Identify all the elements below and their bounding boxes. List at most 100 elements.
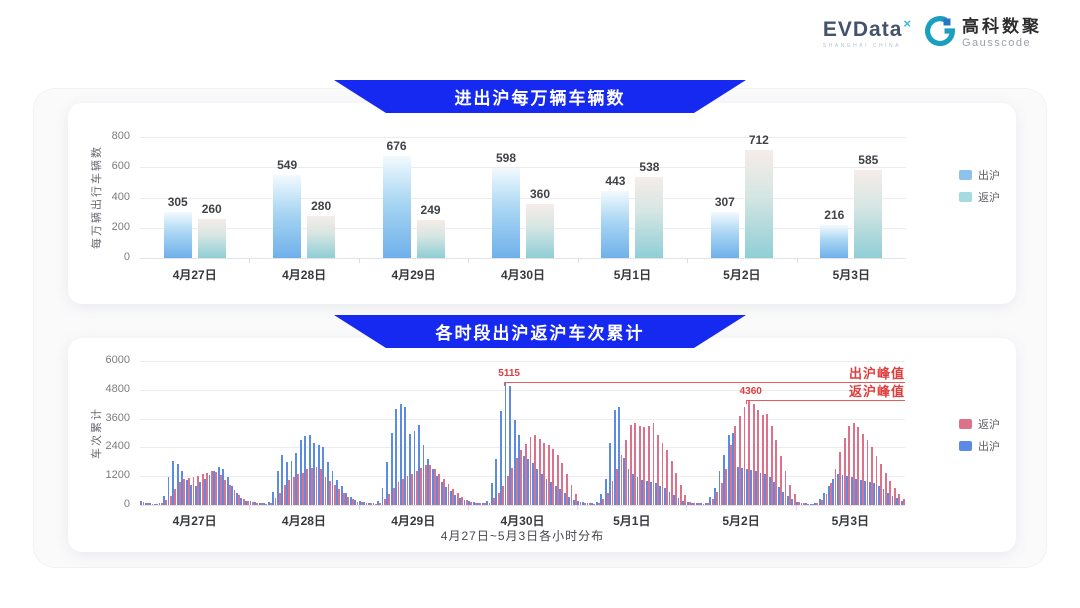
fanhu-hour-bar[interactable] [820, 500, 823, 505]
chuhu-hour-bar[interactable] [887, 493, 889, 505]
fanhu-hour-bar[interactable] [333, 485, 336, 505]
fanhu-bar[interactable] [197, 218, 226, 258]
fanhu-hour-bar[interactable] [210, 470, 213, 505]
chuhu-hour-bar[interactable] [663, 488, 666, 505]
chuhu-hour-bar[interactable] [536, 469, 539, 505]
fanhu-hour-bar[interactable] [884, 472, 887, 505]
chuhu-hour-bar[interactable] [240, 497, 243, 505]
chuhu-hour-bar[interactable] [322, 447, 325, 505]
fanhu-hour-bar[interactable] [174, 489, 177, 505]
chuhu-hour-bar[interactable] [595, 502, 598, 505]
chart1-legend-item-fanhu[interactable]: 返沪 [959, 189, 1000, 205]
chuhu-hour-bar[interactable] [313, 442, 316, 505]
chuhu-hour-bar[interactable] [140, 501, 143, 505]
chuhu-hour-bar[interactable] [345, 492, 348, 505]
fanhu-hour-bar[interactable] [297, 474, 300, 505]
chuhu-hour-bar[interactable] [855, 478, 858, 505]
fanhu-hour-bar[interactable] [443, 479, 445, 505]
chuhu-hour-bar[interactable] [477, 502, 480, 505]
chuhu-hour-bar[interactable] [541, 473, 543, 505]
fanhu-hour-bar[interactable] [789, 484, 791, 505]
chuhu-hour-bar[interactable] [659, 485, 662, 505]
fanhu-hour-bar[interactable] [365, 502, 368, 505]
chuhu-hour-bar[interactable] [632, 473, 634, 505]
chuhu-hour-bar[interactable] [367, 502, 370, 505]
chuhu-hour-bar[interactable] [263, 503, 266, 505]
chuhu-hour-bar[interactable] [809, 503, 812, 505]
chuhu-hour-bar[interactable] [299, 440, 302, 505]
chuhu-hour-bar[interactable] [827, 485, 830, 505]
fanhu-hour-bar[interactable] [192, 476, 195, 505]
fanhu-hour-bar[interactable] [301, 472, 304, 505]
chuhu-hour-bar[interactable] [336, 479, 338, 505]
chuhu-hour-bar[interactable] [272, 491, 275, 505]
chuhu-hour-bar[interactable] [459, 497, 461, 505]
chuhu-hour-bar[interactable] [877, 485, 880, 505]
fanhu-hour-bar[interactable] [497, 493, 500, 505]
fanhu-hour-bar[interactable] [811, 503, 814, 505]
fanhu-hour-bar[interactable] [288, 479, 291, 505]
fanhu-hour-bar[interactable] [502, 485, 505, 505]
fanhu-hour-bar[interactable] [857, 427, 860, 505]
fanhu-bar[interactable] [854, 169, 883, 258]
fanhu-hour-bar[interactable] [201, 474, 204, 505]
fanhu-hour-bar[interactable] [634, 423, 637, 505]
fanhu-hour-bar[interactable] [488, 502, 491, 505]
chuhu-hour-bar[interactable] [295, 453, 297, 505]
chuhu-hour-bar[interactable] [308, 435, 311, 505]
fanhu-hour-bar[interactable] [438, 474, 441, 505]
chuhu-hour-bar[interactable] [600, 494, 603, 505]
fanhu-hour-bar[interactable] [506, 476, 509, 505]
chuhu-hour-bar[interactable] [550, 482, 552, 505]
fanhu-hour-bar[interactable] [484, 503, 486, 505]
chuhu-hour-bar[interactable] [217, 466, 220, 505]
fanhu-hour-bar[interactable] [470, 501, 473, 505]
chuhu-hour-bar[interactable] [718, 471, 721, 505]
chuhu-hour-bar[interactable] [504, 382, 507, 505]
chuhu-hour-bar[interactable] [167, 477, 170, 505]
chuhu-hour-bar[interactable] [317, 445, 320, 505]
fanhu-hour-bar[interactable] [734, 425, 737, 505]
chuhu-hour-bar[interactable] [755, 471, 757, 505]
chuhu-hour-bar[interactable] [390, 433, 393, 505]
fanhu-hour-bar[interactable] [675, 472, 678, 505]
fanhu-hour-bar[interactable] [629, 424, 632, 505]
chuhu-hour-bar[interactable] [759, 472, 762, 505]
fanhu-hour-bar[interactable] [802, 503, 805, 505]
fanhu-bar[interactable] [416, 220, 445, 258]
fanhu-hour-bar[interactable] [880, 464, 883, 505]
chuhu-hour-bar[interactable] [199, 482, 202, 505]
chuhu-hour-bar[interactable] [704, 502, 707, 505]
chuhu-bar[interactable] [382, 155, 411, 258]
fanhu-hour-bar[interactable] [875, 455, 878, 505]
chuhu-hour-bar[interactable] [832, 478, 835, 505]
chuhu-hour-bar[interactable] [326, 461, 329, 505]
chuhu-hour-bar[interactable] [408, 434, 411, 505]
chuhu-hour-bar[interactable] [800, 502, 803, 505]
chuhu-hour-bar[interactable] [527, 459, 530, 505]
fanhu-hour-bar[interactable] [306, 469, 309, 505]
chuhu-hour-bar[interactable] [386, 461, 389, 505]
chuhu-hour-bar[interactable] [290, 460, 293, 505]
fanhu-hour-bar[interactable] [260, 503, 263, 505]
chuhu-hour-bar[interactable] [841, 475, 844, 505]
fanhu-hour-bar[interactable] [247, 501, 250, 505]
fanhu-hour-bar[interactable] [766, 413, 769, 505]
chuhu-hour-bar[interactable] [709, 496, 712, 505]
fanhu-hour-bar[interactable] [898, 494, 901, 505]
chuhu-hour-bar[interactable] [358, 501, 361, 505]
fanhu-hour-bar[interactable] [402, 478, 404, 505]
chuhu-hour-bar[interactable] [668, 491, 671, 505]
fanhu-hour-bar[interactable] [429, 465, 432, 505]
chuhu-hour-bar[interactable] [445, 487, 448, 505]
fanhu-hour-bar[interactable] [839, 452, 842, 505]
chuhu-bar[interactable] [273, 174, 302, 258]
chuhu-hour-bar[interactable] [900, 501, 903, 505]
fanhu-hour-bar[interactable] [511, 467, 514, 505]
fanhu-hour-bar[interactable] [251, 501, 254, 505]
fanhu-hour-bar[interactable] [698, 503, 700, 505]
fanhu-hour-bar[interactable] [552, 448, 555, 505]
fanhu-hour-bar[interactable] [447, 483, 450, 505]
chuhu-hour-bar[interactable] [490, 483, 493, 505]
chuhu-hour-bar[interactable] [682, 500, 685, 505]
